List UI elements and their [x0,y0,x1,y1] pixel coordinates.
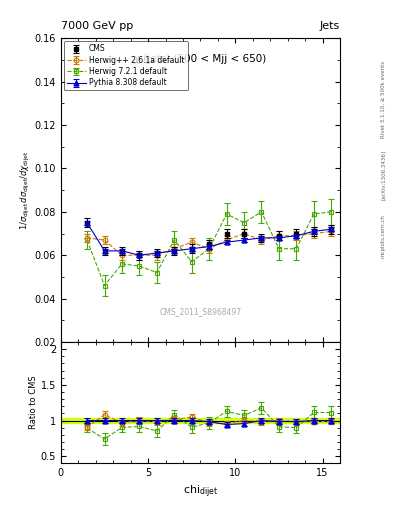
Text: 7000 GeV pp: 7000 GeV pp [61,20,133,31]
Y-axis label: $1/\sigma_\mathrm{dijet}\,d\sigma_\mathrm{dijet}/d\chi_\mathrm{dijet}$: $1/\sigma_\mathrm{dijet}\,d\sigma_\mathr… [19,151,32,230]
Text: Rivet 3.1.10, ≥ 500k events: Rivet 3.1.10, ≥ 500k events [381,60,386,138]
Text: Jets: Jets [320,20,340,31]
Y-axis label: Ratio to CMS: Ratio to CMS [29,376,38,430]
Text: mcplots.cern.ch: mcplots.cern.ch [381,214,386,258]
Text: χ (jets) (500 < Mjj < 650): χ (jets) (500 < Mjj < 650) [134,54,266,63]
Text: CMS_2011_S8968497: CMS_2011_S8968497 [160,307,241,316]
X-axis label: chi$_\mathrm{dijet}$: chi$_\mathrm{dijet}$ [183,484,218,500]
Legend: CMS, Herwig++ 2.6.1a default, Herwig 7.2.1 default, Pythia 8.308 default: CMS, Herwig++ 2.6.1a default, Herwig 7.2… [64,41,187,91]
Text: [arXiv:1306.3436]: [arXiv:1306.3436] [381,150,386,200]
